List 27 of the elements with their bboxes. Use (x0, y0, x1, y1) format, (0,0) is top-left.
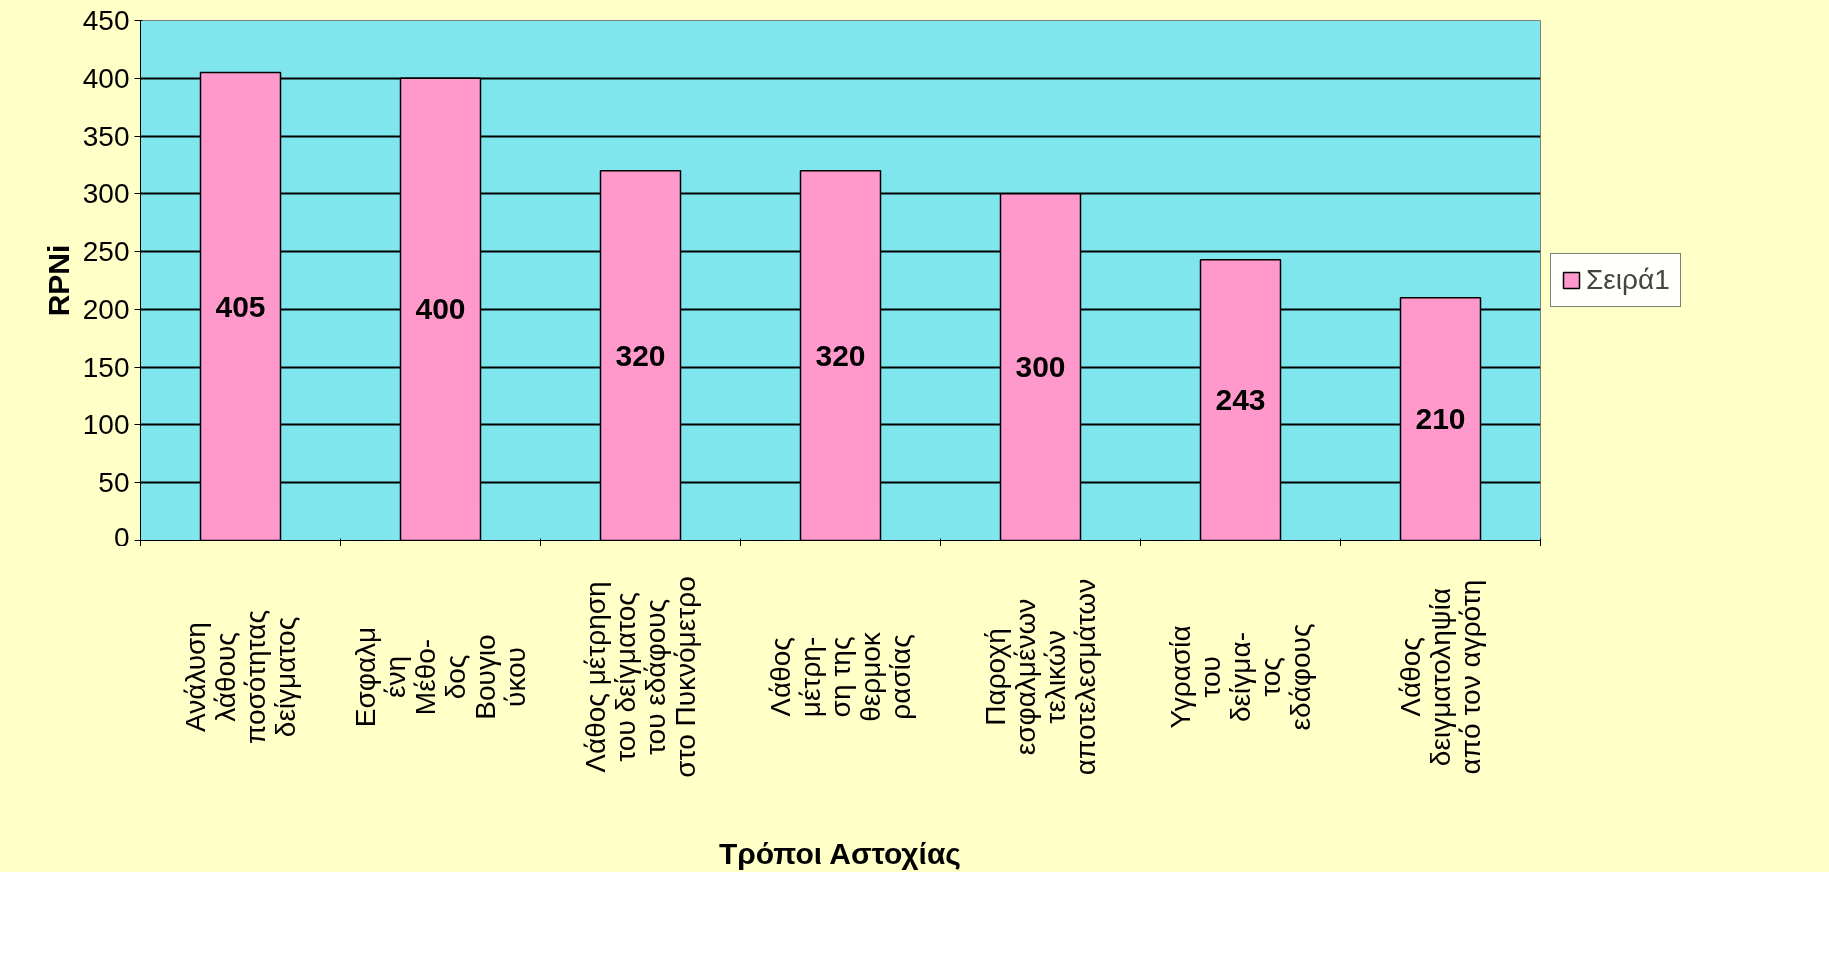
x-tick-label: Υγρασία του δείγμα- τος εδάφους (1165, 623, 1316, 731)
data-label: 400 (415, 292, 466, 326)
data-label: 210 (1415, 402, 1466, 436)
x-tick-label: Ανάλυση λάθους ποσότητας δείγματος (180, 610, 301, 744)
x-tick-label: Εσφαλμ ένη Μέθο- δος Βουγιο ύκου (350, 626, 531, 728)
x-tick-label: Παροχή εσφαλμένων τελικών αποτελεσμάτων (980, 578, 1101, 776)
y-tick-label: 50 (98, 467, 130, 499)
x-tick-label: Λάθος μέτρη- ση της θερμοκ ρασίας (765, 631, 916, 722)
y-tick-label: 250 (82, 236, 130, 268)
data-label: 405 (215, 289, 266, 323)
x-tick-label: Λάθος δειγματοληψία από τον αγρότη (1395, 579, 1486, 775)
y-tick-label: 400 (82, 62, 130, 94)
y-tick-label: 450 (82, 5, 130, 36)
y-tick-label: 350 (82, 120, 130, 152)
x-tick-label: Λάθος μέτρηση του δείγματος του εδάφους στο Πυκνόμετρο (580, 576, 701, 778)
y-axis-title: RPNi (41, 244, 75, 317)
data-label: 320 (815, 338, 866, 372)
y-tick-label: 300 (82, 178, 130, 210)
y-tick-label: 200 (82, 293, 130, 325)
legend-label: Σειρά1 (1586, 264, 1670, 296)
data-label: 320 (615, 338, 666, 372)
y-tick-label: 0 (113, 521, 130, 553)
y-tick-label: 150 (82, 351, 130, 383)
y-tick-label: 100 (82, 409, 130, 441)
data-label: 243 (1215, 383, 1266, 417)
data-label: 300 (1015, 350, 1066, 384)
x-axis-title: Τρόποι Αστοχίας (718, 836, 961, 870)
